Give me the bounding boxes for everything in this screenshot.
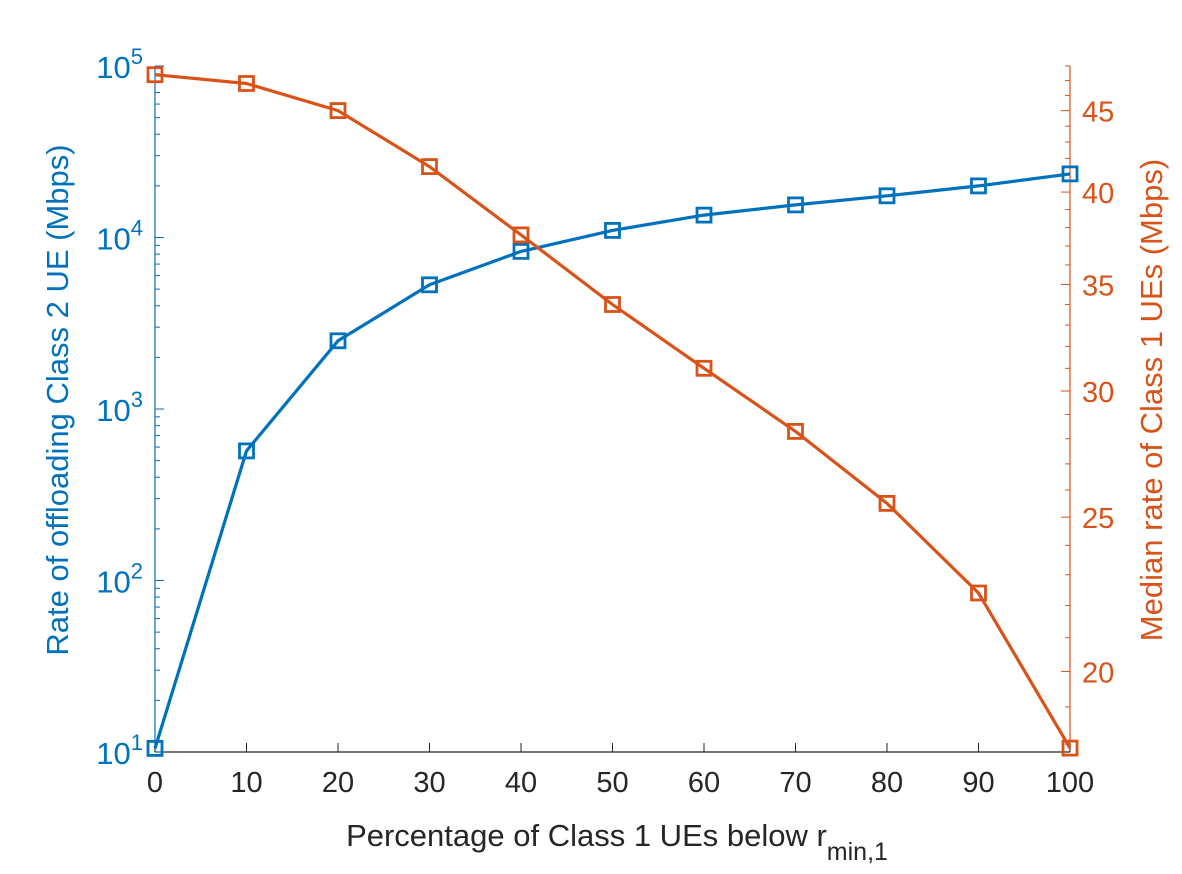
x-tick-label: 20: [322, 767, 354, 799]
data-point-marker: [787, 422, 804, 440]
x-tick-label: 70: [779, 767, 811, 799]
data-point-marker: [695, 206, 713, 224]
data-point-marker: [1061, 165, 1079, 183]
labels-layer: Percentage of Class 1 UEs below rmin,1 R…: [40, 144, 1169, 866]
right-y-tick-label: 30: [1082, 377, 1114, 409]
left-y-tick-label: 102: [96, 559, 143, 600]
data-point-marker: [787, 196, 804, 214]
data-point-marker: [238, 442, 255, 460]
data-point-marker: [878, 187, 896, 205]
series-offloading-rate: [146, 165, 1079, 757]
data-point-marker: [238, 75, 255, 92]
data-point-marker: [421, 158, 438, 176]
x-tick-label: 10: [230, 767, 262, 799]
data-point-marker: [878, 494, 896, 512]
right-y-tick-label: 20: [1082, 657, 1114, 689]
data-point-marker: [421, 276, 438, 294]
data-point-marker: [1061, 739, 1079, 757]
right-y-axis-label: Median rate of Class 1 UEs (Mbps): [1134, 159, 1169, 641]
x-tick-label: 0: [147, 767, 163, 799]
data-point-marker: [146, 66, 164, 84]
series-line: [154, 73, 1072, 749]
x-tick-label: 40: [505, 767, 537, 799]
data-point-marker: [512, 226, 530, 244]
left-y-tick-label: 105: [96, 44, 143, 85]
right-y-tick-label: 45: [1082, 97, 1114, 129]
axes: 0 10 20 30 40 50 60 70 80 90 100 101 102 103 104 105 20 2…: [96, 44, 1114, 799]
x-axis-label: Percentage of Class 1 UEs below rmin,1: [346, 818, 888, 866]
left-y-tick-label: 104: [96, 216, 143, 257]
series-line: [153, 172, 1071, 749]
left-y-tick-label: 103: [96, 387, 143, 428]
x-tick-label: 80: [871, 767, 903, 799]
left-y-axis-label: Rate of offloading Class 2 UE (Mbps): [40, 144, 75, 655]
data-point-marker: [604, 221, 621, 239]
x-tick-label: 50: [596, 767, 628, 799]
right-y-tick-label: 40: [1082, 178, 1114, 210]
series-median-rate: [146, 66, 1079, 757]
data-point-marker: [512, 242, 530, 260]
x-tick-label: 60: [688, 767, 720, 799]
data-point-marker: [604, 296, 621, 313]
data-point-marker: [970, 177, 987, 195]
data-point-marker: [329, 102, 347, 119]
right-y-tick-label: 25: [1082, 503, 1114, 535]
data-point-marker: [146, 740, 164, 757]
data-point-marker: [329, 332, 347, 350]
x-tick-label: 90: [962, 767, 994, 799]
x-tick-label: 30: [413, 767, 445, 799]
data-point-marker: [695, 359, 713, 377]
x-axis-label-subscript: min,1: [827, 838, 888, 866]
right-y-tick-label: 35: [1082, 270, 1114, 302]
data-point-marker: [970, 584, 987, 602]
left-y-tick-label: 101: [96, 730, 143, 771]
series-layer: [146, 66, 1079, 757]
x-tick-label: 100: [1046, 767, 1094, 799]
